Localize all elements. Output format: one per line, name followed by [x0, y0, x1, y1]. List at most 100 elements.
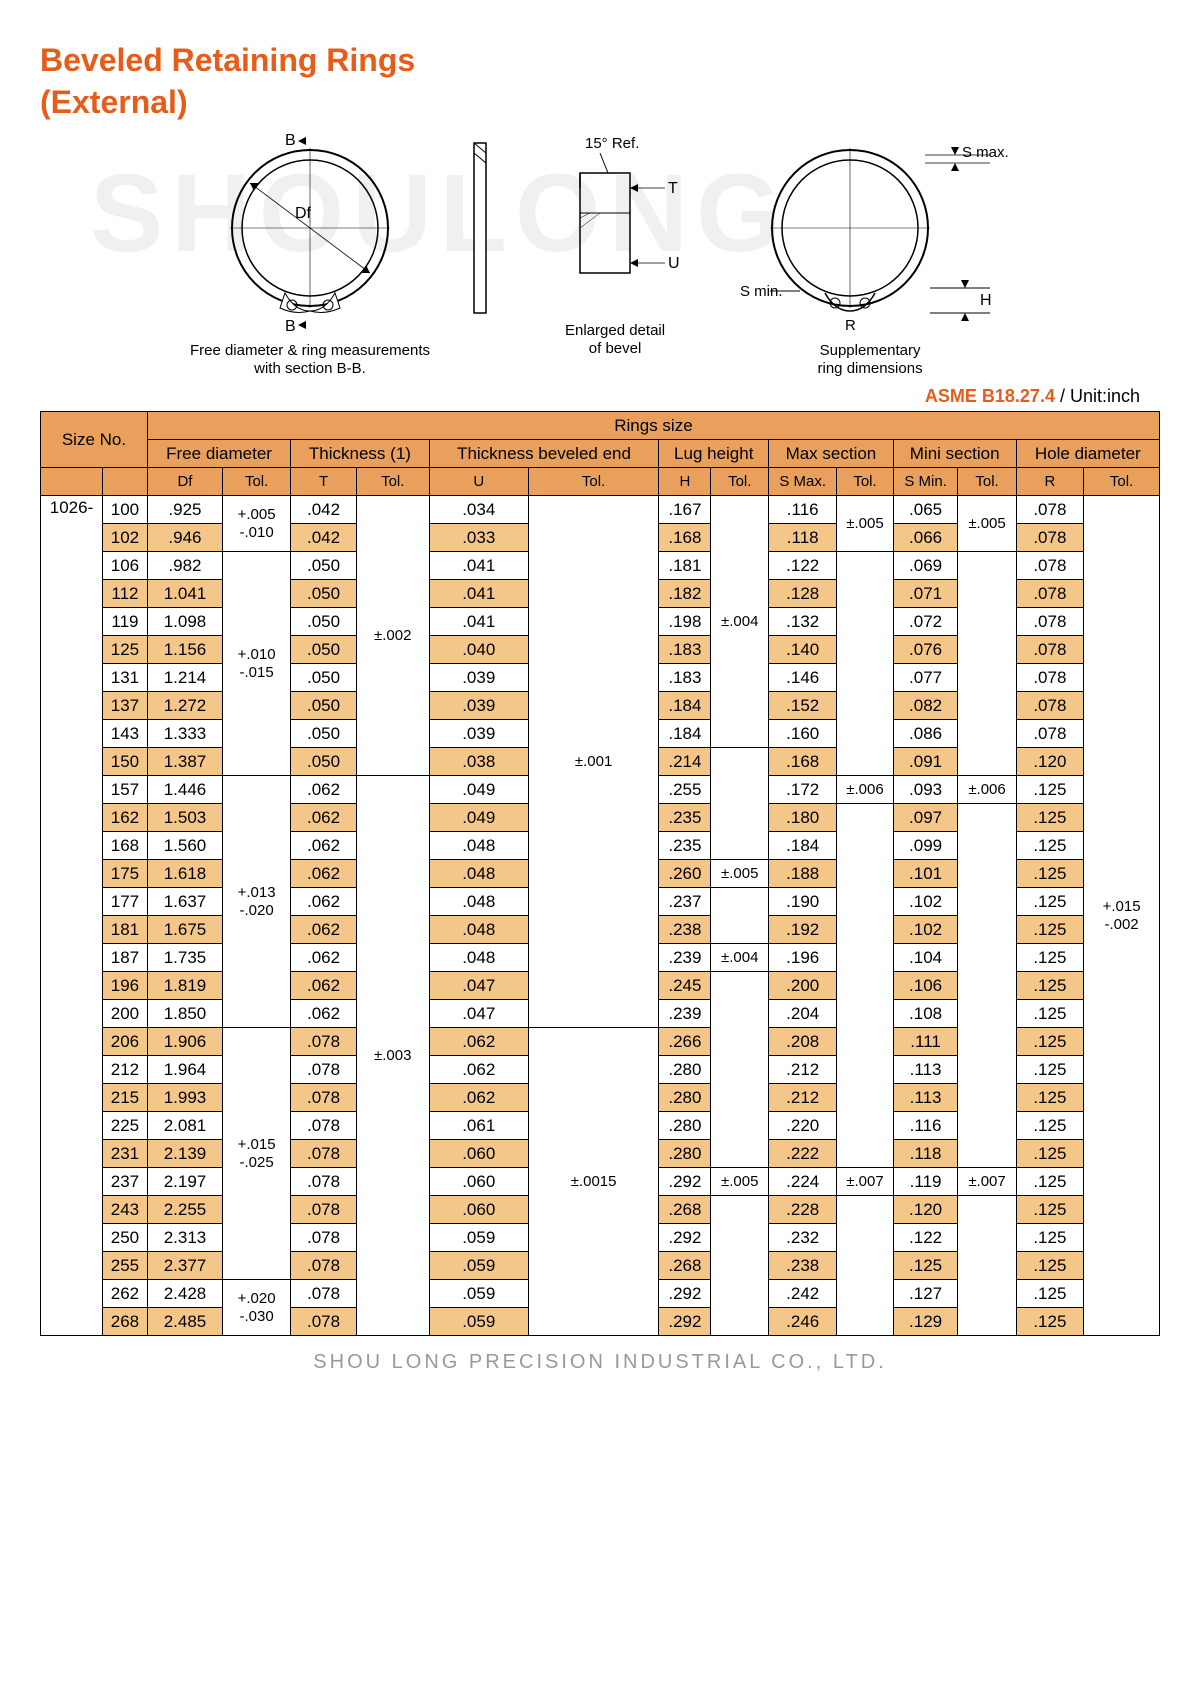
svg-text:S min.: S min. [740, 283, 783, 300]
cell: .116 [769, 496, 837, 524]
cell: .280 [659, 1056, 711, 1084]
cell: .238 [769, 1252, 837, 1280]
cell: .108 [893, 1000, 958, 1028]
cell: 131 [103, 664, 148, 692]
cell: .204 [769, 1000, 837, 1028]
cell: .076 [893, 636, 958, 664]
tol-cell: ±.005 [711, 1168, 769, 1196]
cell: 212 [103, 1056, 148, 1084]
tol-cell: +.013 -.020 [223, 776, 291, 1028]
ring-front-icon: Df B B [200, 133, 420, 333]
bevel-detail-icon: 15° Ref. T U [530, 133, 700, 313]
cell: .120 [1016, 748, 1084, 776]
cell: 2.197 [147, 1168, 222, 1196]
cell: .946 [147, 524, 222, 552]
ring-supp-icon: S max. S min. H R [730, 133, 1010, 333]
cell: .146 [769, 664, 837, 692]
cell: 206 [103, 1028, 148, 1056]
cell: .060 [429, 1196, 528, 1224]
title-line2: (External) [40, 84, 188, 120]
cell: .078 [291, 1252, 357, 1280]
tol-cell: ±.006 [958, 776, 1016, 804]
cell: .120 [893, 1196, 958, 1224]
cell: .127 [893, 1280, 958, 1308]
cell: 268 [103, 1308, 148, 1336]
cell: 106 [103, 552, 148, 580]
cell: .266 [659, 1028, 711, 1056]
svg-text:T: T [668, 180, 678, 197]
cell: .245 [659, 972, 711, 1000]
tol-cell: +.005 -.010 [223, 496, 291, 552]
cell: 1.819 [147, 972, 222, 1000]
tol-cell: +.020 -.030 [223, 1280, 291, 1336]
cell: .182 [659, 580, 711, 608]
tol-cell: ±.003 [356, 776, 429, 1336]
cell: .212 [769, 1056, 837, 1084]
cell: .183 [659, 664, 711, 692]
tol-cell: ±.004 [711, 496, 769, 748]
cell: 200 [103, 1000, 148, 1028]
cell: .292 [659, 1168, 711, 1196]
cell: .062 [291, 972, 357, 1000]
cell: 2.255 [147, 1196, 222, 1224]
cell: .062 [291, 888, 357, 916]
cell: .062 [291, 832, 357, 860]
diagram-section [460, 133, 500, 338]
hdr-sub: Tol. [356, 468, 429, 496]
tol-cell: ±.001 [528, 496, 659, 1028]
cell: 1.560 [147, 832, 222, 860]
cell: .049 [429, 804, 528, 832]
hdr-g4: Max section [769, 440, 894, 468]
cell: 250 [103, 1224, 148, 1252]
diagram-right: S max. S min. H R Supplementary ring dim… [730, 133, 1010, 378]
cell: .118 [893, 1140, 958, 1168]
tol-cell [837, 1196, 893, 1336]
cell: .125 [1016, 804, 1084, 832]
cell: .292 [659, 1280, 711, 1308]
cell: .228 [769, 1196, 837, 1224]
cell: .078 [1016, 664, 1084, 692]
cell: .078 [1016, 580, 1084, 608]
cell: 262 [103, 1280, 148, 1308]
cell: 2.313 [147, 1224, 222, 1252]
cell: 237 [103, 1168, 148, 1196]
cell: 1.675 [147, 916, 222, 944]
cell: .111 [893, 1028, 958, 1056]
cell: .196 [769, 944, 837, 972]
cell: .034 [429, 496, 528, 524]
cell: .040 [429, 636, 528, 664]
cell: .048 [429, 832, 528, 860]
tol-cell: +.015 -.002 [1084, 496, 1160, 1336]
ring-section-icon [460, 133, 500, 333]
cell: 150 [103, 748, 148, 776]
cell: .982 [147, 552, 222, 580]
cell: 125 [103, 636, 148, 664]
cell: .062 [429, 1084, 528, 1112]
diagram-right-caption: Supplementary ring dimensions [730, 342, 1010, 378]
tol-cell [958, 804, 1016, 1168]
cell: .125 [1016, 1112, 1084, 1140]
page-title: Beveled Retaining Rings (External) [40, 40, 1160, 123]
cell: .104 [893, 944, 958, 972]
tol-cell [958, 552, 1016, 776]
cell: .078 [291, 1140, 357, 1168]
cell: .050 [291, 580, 357, 608]
cell: .125 [1016, 1056, 1084, 1084]
cell: .239 [659, 1000, 711, 1028]
svg-text:H: H [980, 292, 992, 309]
cell: .119 [893, 1168, 958, 1196]
cell: .125 [1016, 860, 1084, 888]
svg-text:Df: Df [295, 205, 312, 222]
cell: .192 [769, 916, 837, 944]
tol-cell: +.015 -.025 [223, 1028, 291, 1280]
cell: .222 [769, 1140, 837, 1168]
cell: 1.333 [147, 720, 222, 748]
cell: .049 [429, 776, 528, 804]
cell: .048 [429, 916, 528, 944]
hdr-sub: S Max. [769, 468, 837, 496]
cell: .125 [1016, 1252, 1084, 1280]
hdr-g5: Mini section [893, 440, 1016, 468]
cell: 1.272 [147, 692, 222, 720]
cell: .125 [1016, 1168, 1084, 1196]
cell: 1.041 [147, 580, 222, 608]
